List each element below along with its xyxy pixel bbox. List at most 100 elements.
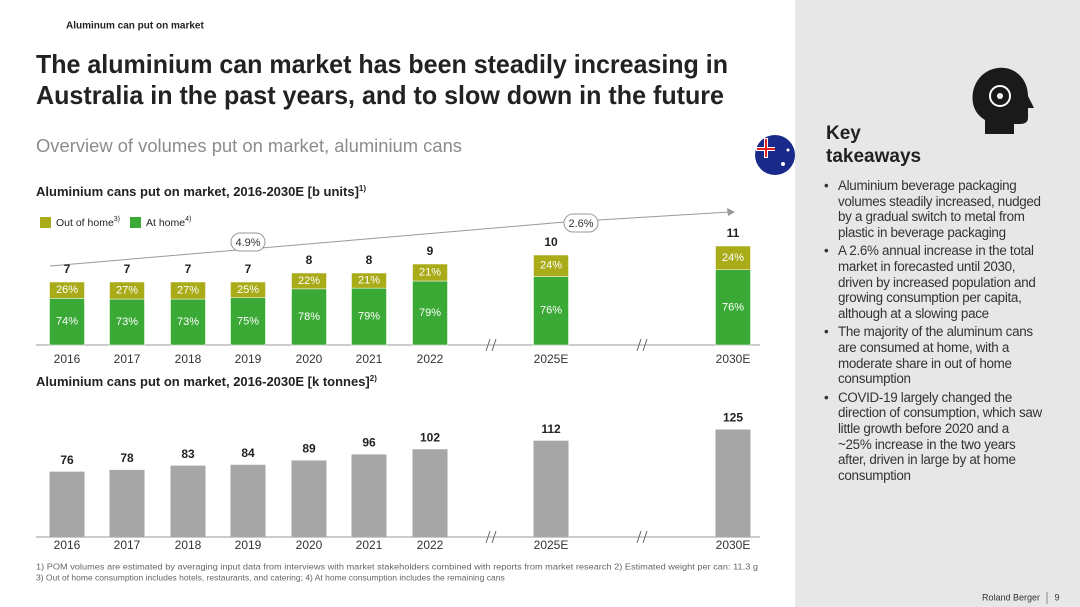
bar (715, 429, 751, 537)
total-label: 9 (427, 244, 434, 258)
value-label: 83 (181, 447, 195, 461)
bar (49, 471, 85, 537)
header-label: Aluminum can put on market (66, 21, 204, 32)
total-label: 8 (306, 253, 313, 267)
bar-segment (49, 298, 85, 346)
bar-segment (533, 254, 569, 277)
footnote: 1) POM volumes are estimated by averagin… (36, 561, 758, 571)
legend-label: Out of home3) (56, 216, 120, 228)
segment-label: 21% (358, 274, 380, 286)
segment-label: 21% (419, 266, 441, 278)
value-label: 102 (420, 430, 440, 444)
takeaway-bullet: COVID-19 largely changed the direction o… (820, 390, 1045, 484)
legend-label: At home4) (146, 216, 191, 228)
bar (291, 460, 327, 537)
note-ref: 2) (370, 374, 377, 383)
segment-label: 24% (540, 260, 562, 272)
x-tick-label: 2019 (235, 352, 262, 366)
x-tick-label: 2018 (175, 538, 202, 552)
bar-segment (230, 297, 266, 346)
x-tick-label: 2021 (356, 352, 383, 366)
bar (533, 440, 569, 537)
x-tick-label: 2021 (356, 538, 383, 552)
bar-segment (351, 272, 387, 289)
takeaway-bullet: A 2.6% annual increase in the total mark… (820, 243, 1045, 321)
takeaway-bullet: Aluminium beverage packaging volumes ste… (820, 178, 1045, 240)
x-tick-label: 2017 (114, 538, 141, 552)
x-tick-label: 2019 (235, 538, 262, 552)
value-label: 96 (362, 436, 376, 450)
cagr-label: 2.6% (568, 218, 593, 230)
total-label: 8 (366, 253, 373, 267)
bar-segment (109, 298, 145, 346)
chart-title: Aluminium cans put on market, 2016-2030E… (36, 374, 377, 390)
x-tick-label: 2022 (417, 538, 444, 552)
bar (351, 454, 387, 537)
value-label: 78 (120, 451, 134, 465)
cagr-pill (230, 232, 266, 252)
axis-break (485, 338, 497, 352)
value-label: 84 (241, 446, 255, 460)
value-label: 112 (541, 422, 561, 436)
footnote: 3) Out of home consumption includes hote… (36, 572, 505, 582)
x-tick-label: 2022 (417, 352, 444, 366)
page-number: 9 (1054, 592, 1059, 602)
segment-label: 22% (298, 275, 320, 287)
title: The aluminium can market has been steadi… (36, 49, 728, 79)
legend-name: At home (146, 217, 185, 229)
bar (412, 449, 448, 537)
x-tick-label: 2016 (54, 352, 81, 366)
total-label: 10 (544, 235, 558, 249)
bar-segment (170, 281, 206, 300)
bar-segment (170, 298, 206, 346)
bulb-icon (997, 93, 1003, 99)
segment-label: 25% (237, 284, 259, 296)
value-label: 125 (723, 411, 743, 425)
takeaway-list: Aluminium beverage packaging volumes ste… (820, 178, 1045, 486)
trend-line (49, 221, 566, 267)
bar (230, 464, 266, 537)
flag-star (781, 162, 785, 166)
cagr-label: 4.9% (235, 237, 260, 249)
x-tick-label: 2030E (716, 538, 751, 552)
segment-label: 27% (116, 284, 138, 296)
x-tick-label: 2030E (716, 352, 751, 366)
x-tick-label: 2020 (296, 538, 323, 552)
total-label: 7 (185, 262, 192, 276)
bar-segment (109, 281, 145, 300)
bar-segment (715, 245, 751, 271)
footer-brand: Roland Berger (982, 592, 1040, 602)
axis-break (636, 338, 648, 352)
segment-label: 73% (116, 316, 138, 328)
flag-cross (757, 139, 775, 157)
segment-label: 76% (722, 301, 744, 313)
head-icon (972, 67, 1034, 134)
bar-segment (351, 287, 387, 346)
segment-label: 26% (56, 284, 78, 296)
segment-label: 79% (358, 310, 380, 322)
bar-segment (412, 280, 448, 346)
legend-swatch (40, 217, 51, 228)
takeaway-bullet: The majority of the aluminum cans are co… (820, 324, 1045, 386)
segment-label: 24% (722, 252, 744, 264)
x-tick-label: 2016 (54, 538, 81, 552)
value-label: 76 (60, 453, 74, 467)
takeaways-title: takeaways (826, 146, 921, 167)
chart-title: Aluminium cans put on market, 2016-2030E… (36, 184, 366, 200)
arrow-head (727, 208, 735, 216)
chart-title-text: Aluminium cans put on market, 2016-2030E… (36, 184, 359, 199)
total-label: 7 (124, 262, 131, 276)
flag-icon (755, 135, 795, 175)
subtitle: Overview of volumes put on market, alumi… (36, 136, 462, 156)
x-tick-label: 2025E (534, 538, 569, 552)
value-label: 89 (302, 442, 316, 456)
bulb-icon (989, 85, 1011, 107)
cagr-pill (563, 213, 599, 233)
bar (170, 465, 206, 537)
legend-swatch (130, 217, 141, 228)
x-tick-label: 2017 (114, 352, 141, 366)
bar-segment (412, 263, 448, 282)
flag-star (786, 148, 790, 152)
segment-label: 73% (177, 316, 199, 328)
